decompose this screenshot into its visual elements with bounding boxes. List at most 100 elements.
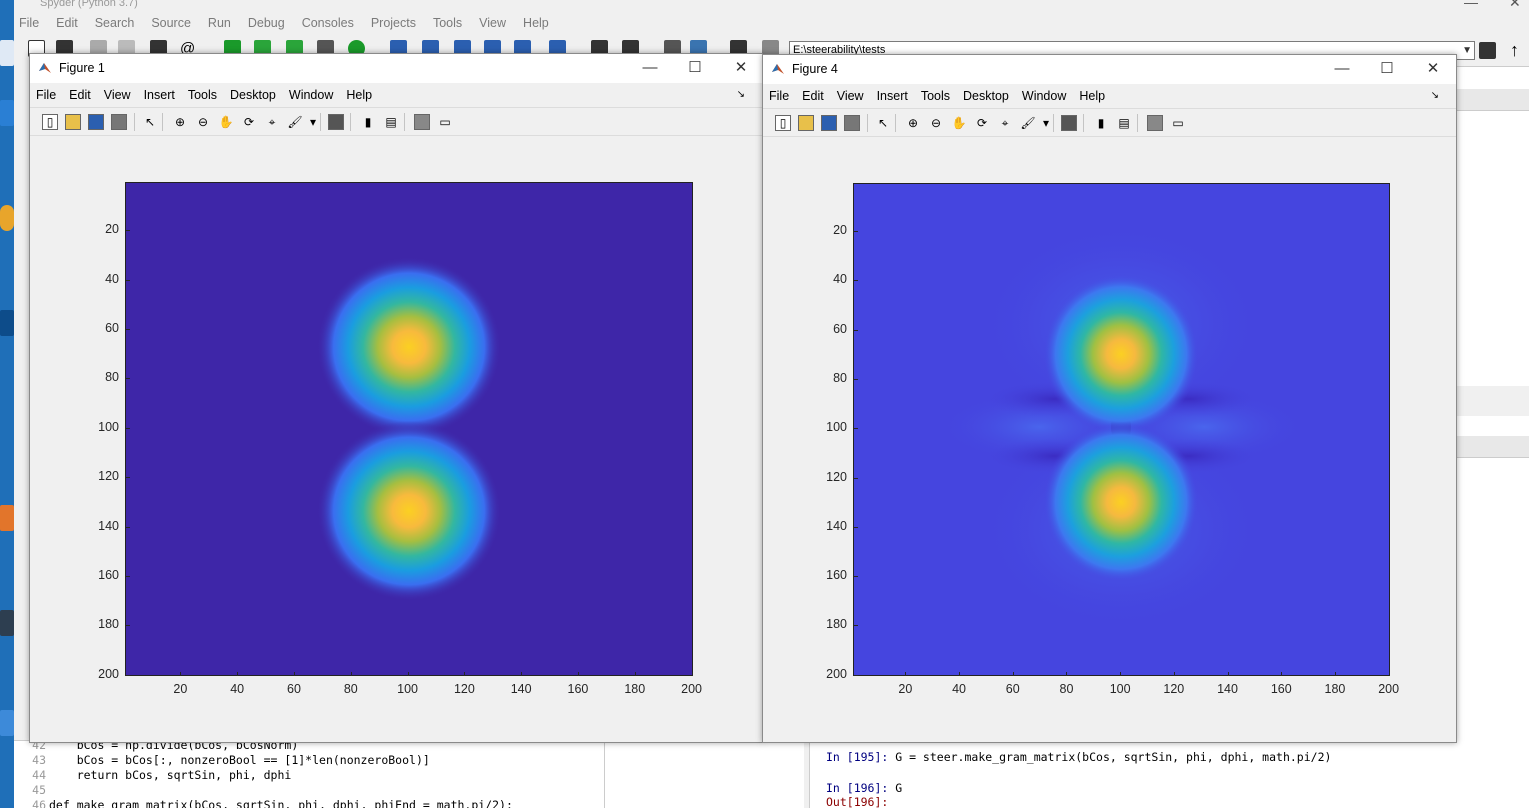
spyder-menu-consoles[interactable]: Consoles <box>301 16 354 30</box>
close-button[interactable]: ✕ <box>734 59 748 76</box>
spyder-menu-run[interactable]: Run <box>207 16 231 30</box>
hide-tools-icon[interactable] <box>1147 115 1163 131</box>
drive-icon[interactable] <box>0 310 14 336</box>
figure4-menu-desktop[interactable]: Desktop <box>963 89 1009 103</box>
fullscreen-icon[interactable] <box>622 40 639 57</box>
rotate-icon[interactable]: ⟳ <box>976 116 988 130</box>
run-cell-icon[interactable] <box>254 40 271 57</box>
shield-icon[interactable] <box>0 610 14 636</box>
open-file-icon[interactable] <box>798 115 814 131</box>
spyder-menu-file[interactable]: File <box>19 16 40 30</box>
minimize-button[interactable]: — <box>642 59 658 76</box>
figure4-menu-file[interactable]: File <box>769 89 790 103</box>
spyder-menu-source[interactable]: Source <box>151 16 191 30</box>
figure4-menu-insert[interactable]: Insert <box>876 89 908 103</box>
continue-icon[interactable] <box>514 40 531 57</box>
back-icon[interactable] <box>730 40 747 57</box>
figure4-menu-view[interactable]: View <box>836 89 864 103</box>
open-file-icon[interactable] <box>56 40 73 57</box>
up-arrow-icon[interactable]: ↑ <box>1510 40 1519 60</box>
spyder-menu-debug[interactable]: Debug <box>247 16 285 30</box>
data-cursor-icon[interactable]: ⌖ <box>268 114 276 129</box>
maximize-button[interactable]: ☐ <box>688 59 702 76</box>
save-icon[interactable] <box>88 114 104 130</box>
matlab-icon[interactable] <box>0 505 14 531</box>
close-button[interactable]: ✕ <box>1426 60 1440 77</box>
dock-arrow-icon[interactable]: ↘ <box>736 89 745 100</box>
pan-hand-icon[interactable]: ✋ <box>218 115 234 129</box>
at-icon[interactable]: @ <box>180 40 196 57</box>
save-icon[interactable] <box>90 40 107 57</box>
property-editor-icon[interactable]: ▭ <box>439 115 451 129</box>
list-icon[interactable] <box>150 40 167 57</box>
chevron-down-icon[interactable]: ▼ <box>1462 45 1472 56</box>
new-figure-icon[interactable]: ▯ <box>775 115 791 131</box>
link-plot-icon[interactable] <box>1061 115 1077 131</box>
spyder-menu-help[interactable]: Help <box>523 16 549 30</box>
figure1-menu-edit[interactable]: Edit <box>69 88 91 102</box>
rerun-icon[interactable] <box>348 40 365 57</box>
spyder-menu-tools[interactable]: Tools <box>432 16 463 30</box>
zoom-in-icon[interactable]: ⊕ <box>174 115 186 129</box>
figure1-menu-help[interactable]: Help <box>346 88 373 102</box>
figure4-menu-edit[interactable]: Edit <box>802 89 824 103</box>
figure1-menu-view[interactable]: View <box>103 88 131 102</box>
property-editor-icon[interactable]: ▭ <box>1172 116 1184 130</box>
step-into-icon[interactable] <box>454 40 471 57</box>
step-return-icon[interactable] <box>484 40 501 57</box>
print-icon[interactable] <box>111 114 127 130</box>
maximize-pane-icon[interactable] <box>591 40 608 57</box>
data-cursor-icon[interactable]: ⌖ <box>1001 115 1009 130</box>
spyder-menu-search[interactable]: Search <box>94 16 135 30</box>
spyder-menu-view[interactable]: View <box>479 16 507 30</box>
brush-icon[interactable]: 🖌 <box>287 115 303 129</box>
zoom-in-icon[interactable]: ⊕ <box>907 116 919 130</box>
pan-hand-icon[interactable]: ✋ <box>951 116 967 130</box>
figure1-menu-tools[interactable]: Tools <box>187 88 218 102</box>
figure4-menu-window[interactable]: Window <box>1021 89 1067 103</box>
save-all-icon[interactable] <box>118 40 135 57</box>
colorbar-icon[interactable]: ▮ <box>364 115 372 129</box>
figure1-menu-window[interactable]: Window <box>288 88 334 102</box>
figure1-menu-file[interactable]: File <box>36 88 57 102</box>
run-cell-advance-icon[interactable] <box>286 40 303 57</box>
code-editor[interactable]: 42 bCos = np.divide(bCos, bCosNorm) 43 bC… <box>14 738 604 808</box>
run-selection-icon[interactable] <box>317 40 334 57</box>
desktop-shortcut-icon[interactable] <box>0 40 14 66</box>
print-icon[interactable] <box>844 115 860 131</box>
legend-icon[interactable]: ▤ <box>1118 116 1130 130</box>
zoom-out-icon[interactable]: ⊖ <box>930 116 942 130</box>
new-figure-icon[interactable]: ▯ <box>42 114 58 130</box>
brush-icon[interactable]: 🖌 <box>1020 116 1036 130</box>
python-path-icon[interactable] <box>690 40 707 57</box>
figure1-menu-insert[interactable]: Insert <box>143 88 175 102</box>
zoom-out-icon[interactable]: ⊖ <box>197 115 209 129</box>
preferences-icon[interactable] <box>664 40 681 57</box>
figure1-axes[interactable] <box>125 182 693 676</box>
figure4-axes[interactable] <box>853 183 1390 676</box>
brush-dropdown-icon[interactable]: ▾ <box>309 115 317 129</box>
open-file-icon[interactable] <box>65 114 81 130</box>
spyder-menu-projects[interactable]: Projects <box>370 16 416 30</box>
legend-icon[interactable]: ▤ <box>385 115 397 129</box>
select-arrow-icon[interactable]: ↖ <box>144 115 156 129</box>
save-icon[interactable] <box>821 115 837 131</box>
spyder-close-button[interactable]: ✕ <box>1509 0 1521 10</box>
app-icon[interactable] <box>0 710 14 736</box>
browse-folder-icon[interactable] <box>1479 42 1496 59</box>
hide-tools-icon[interactable] <box>414 114 430 130</box>
minimize-button[interactable]: — <box>1334 60 1350 77</box>
forward-icon[interactable] <box>762 40 779 57</box>
spyder-minimize-button[interactable]: — <box>1464 0 1478 10</box>
chrome-icon[interactable] <box>0 205 14 231</box>
figure4-menu-help[interactable]: Help <box>1079 89 1106 103</box>
link-plot-icon[interactable] <box>328 114 344 130</box>
step-icon[interactable] <box>422 40 439 57</box>
figure1-menu-desktop[interactable]: Desktop <box>230 88 276 102</box>
brush-dropdown-icon[interactable]: ▾ <box>1042 116 1050 130</box>
select-arrow-icon[interactable]: ↖ <box>877 116 889 130</box>
colorbar-icon[interactable]: ▮ <box>1097 116 1105 130</box>
edge-browser-icon[interactable] <box>0 100 14 126</box>
spyder-menu-edit[interactable]: Edit <box>56 16 78 30</box>
ipython-console[interactable]: In [195]: G = steer.make_gram_matrix(bCo… <box>809 740 1457 808</box>
